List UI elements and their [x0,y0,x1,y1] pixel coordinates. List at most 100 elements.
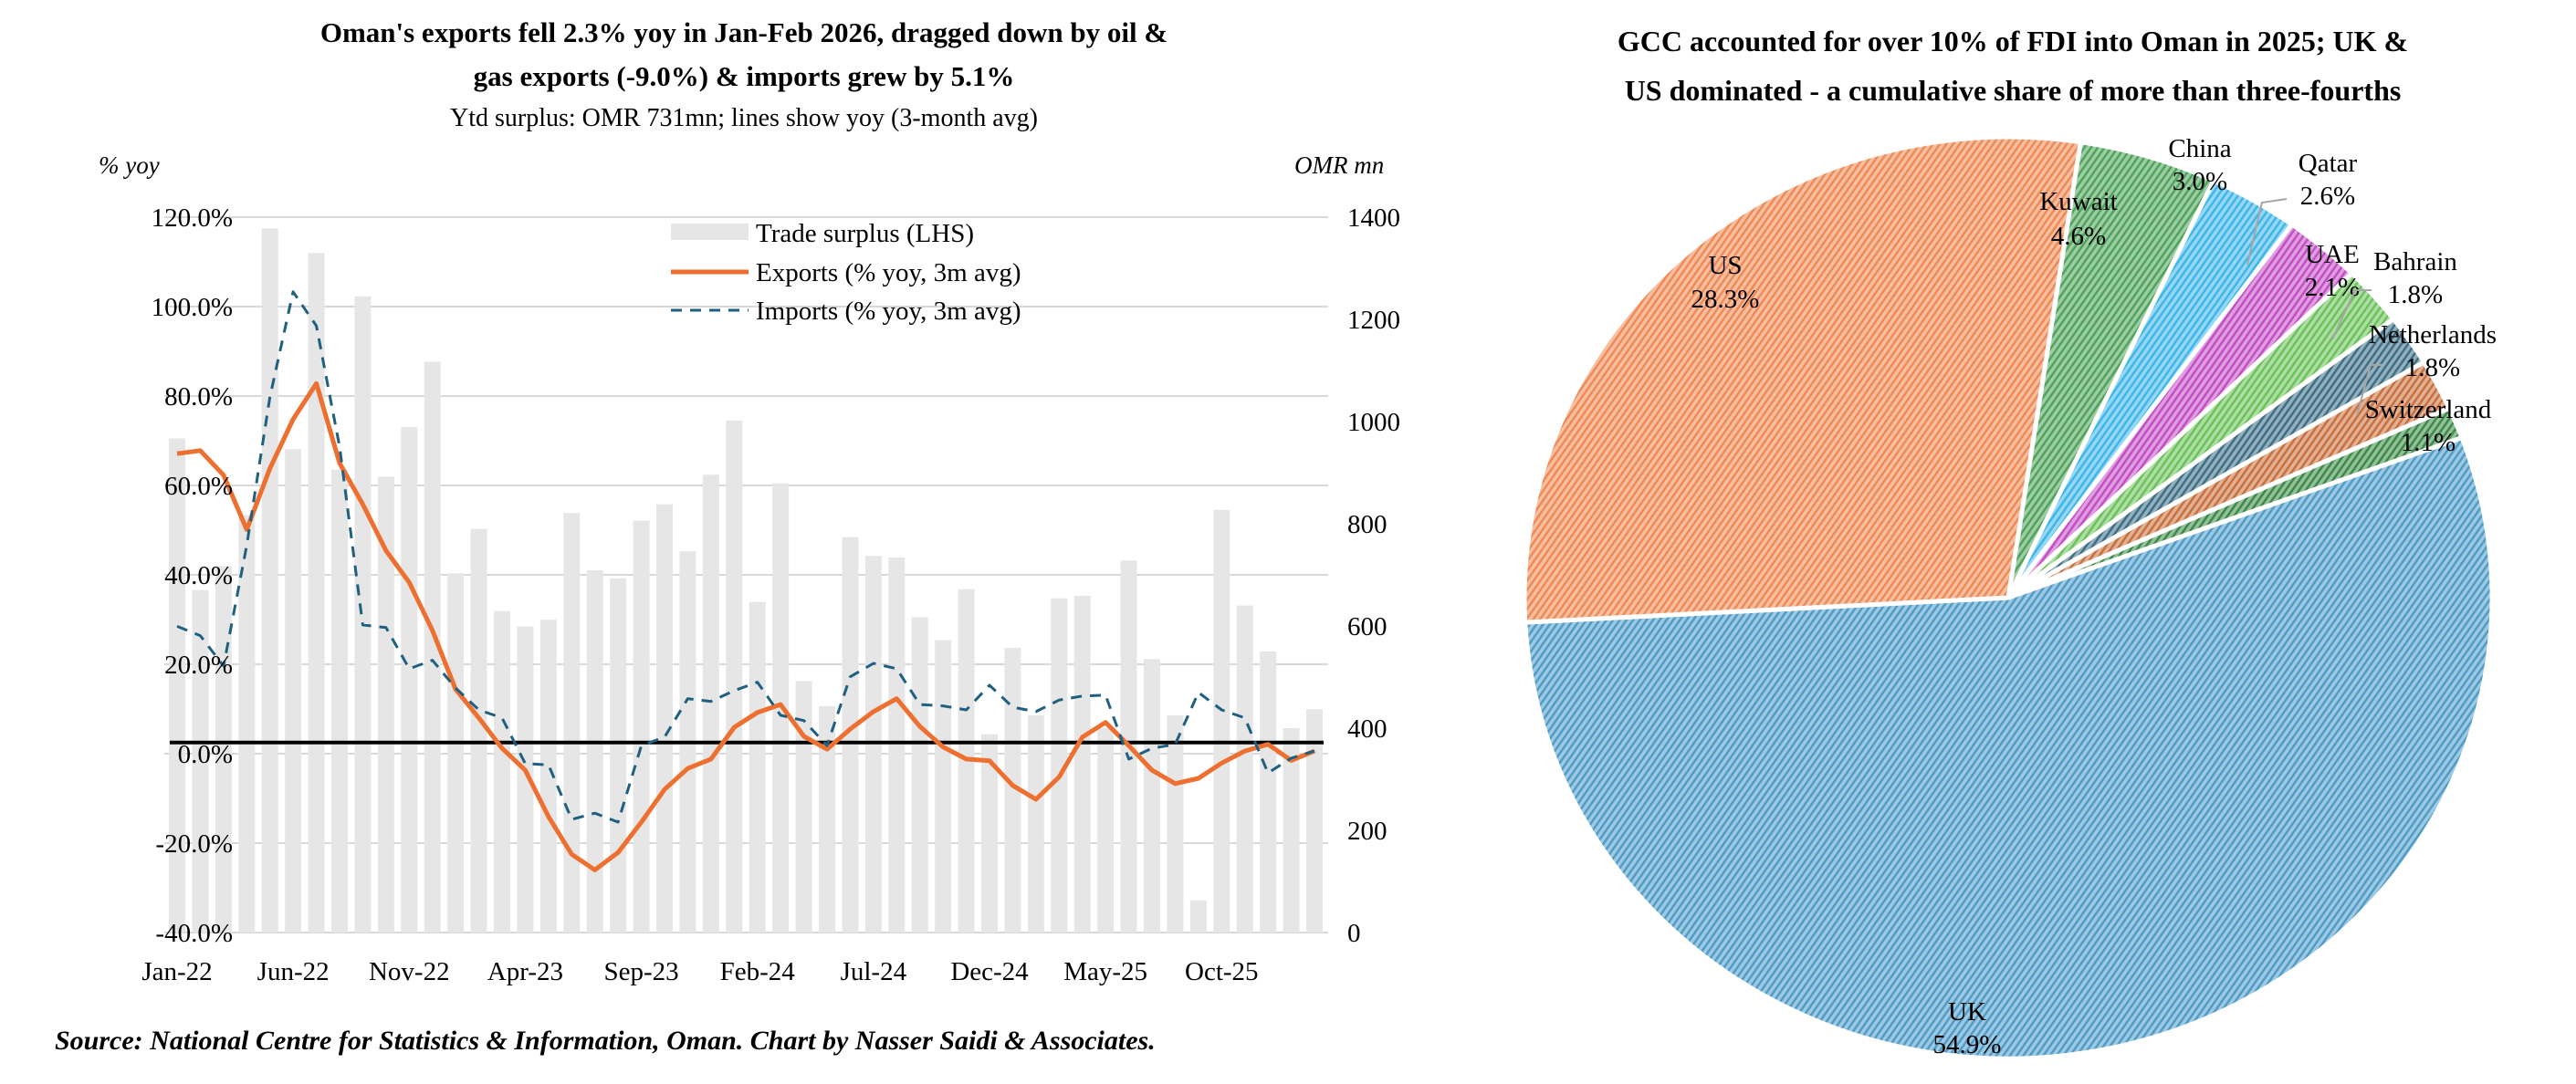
pie-label-value: 2.6% [2300,182,2355,211]
trade-surplus-bar [935,640,952,933]
x-tick-label: Nov-22 [369,957,450,986]
pie-label-name: China [2168,134,2231,163]
left-tick-label: 80.0% [164,382,233,412]
trade-surplus-bar [1073,595,1091,933]
series-lines [176,290,1315,872]
pie-label-value: 28.3% [1691,285,1760,314]
pie-label-name: Qatar [2299,149,2358,178]
legend-label-trade-surplus: Trade surplus (LHS) [756,219,974,248]
trade-surplus-bar [1004,648,1021,933]
trade-surplus-bar [377,476,394,933]
legend-label-exports: Exports (% yoy, 3m avg) [756,258,1021,287]
leader-line [2331,289,2372,340]
trade-surplus-bar [1189,900,1207,933]
leader-line [2246,198,2288,266]
pie-slice-uk [1523,434,2495,1061]
left-tick-label: 120.0% [152,203,233,233]
right-tick-label: 400 [1347,714,1387,744]
legend: Trade surplus (LHS) Exports (% yoy, 3m a… [671,219,1021,326]
trade-surplus-bar [911,617,928,933]
left-tick-label: 100.0% [152,293,233,322]
pie-label-value: 1.8% [2405,353,2460,382]
x-tick-label: Dec-24 [950,957,1029,986]
x-tick-label: Oct-25 [1185,957,1259,986]
left-tick-label: 60.0% [164,472,233,501]
left-axis-ticks: 120.0% 100.0% 80.0% 60.0% 40.0% 20.0% 0.0% -20.… [152,203,233,948]
x-tick-label: Jul-24 [841,957,907,986]
left-tick-label: 40.0% [164,561,233,590]
right-tick-label: 1400 [1347,203,1400,233]
left-chart-title-line1: Oman's exports fell 2.3% yoy in Jan-Feb … [320,16,1168,48]
exports-line [176,380,1315,872]
trade-surplus-bars [169,228,1323,933]
trade-surplus-bar [331,469,348,933]
trade-surplus-bar [261,228,278,933]
trade-surplus-bar [354,296,372,933]
pie-label-name: US [1708,251,1742,280]
trade-surplus-bar [401,427,418,933]
x-tick-label: Sep-23 [603,957,678,986]
trade-surplus-bar [610,578,627,933]
trade-surplus-bar [1306,709,1323,933]
right-chart-title-line2: US dominated - a cumulative share of mor… [1625,74,2402,107]
pie-label-value: 4.6% [2051,222,2106,251]
trade-surplus-bar [563,513,581,933]
source-note: Source: National Centre for Statistics &… [55,1026,1156,1056]
pie-label-name: Kuwait [2039,187,2117,216]
trade-surplus-bar [1236,605,1253,933]
x-tick-label: Apr-23 [487,957,563,986]
right-tick-label: 1000 [1347,408,1400,437]
trade-surplus-bar [888,557,906,933]
pie-label-name: Netherlands [2369,320,2497,349]
pie-label-value: 1.1% [2401,428,2456,457]
pie-label-name: Switzerland [2365,395,2492,424]
trade-surplus-bar [215,566,232,933]
left-tick-label: -40.0% [155,919,233,948]
pie-label-value: 3.0% [2173,167,2227,196]
right-tick-label: 0 [1347,919,1361,948]
trade-surplus-bar [819,705,835,933]
pie-label-value: 54.9% [1933,1030,2002,1059]
right-tick-label: 200 [1347,817,1387,846]
trade-surplus-bar [539,620,557,933]
left-chart-subtitle: Ytd surplus: OMR 731mn; lines show yoy (… [450,104,1038,132]
trade-surplus-bar [238,515,256,933]
trade-surplus-bar [1027,715,1044,933]
left-tick-label: 0.0% [178,740,233,769]
trade-surplus-bar [494,610,510,933]
x-tick-label: Jun-22 [257,957,330,986]
trade-surplus-bar [517,626,534,933]
trade-surplus-bar [726,420,743,933]
trade-surplus-bar [842,537,859,933]
pie-label-name: UAE [2305,240,2360,269]
x-tick-label: Feb-24 [720,957,796,986]
trade-surplus-bar [749,601,766,933]
trade-surplus-bar [1051,598,1068,933]
right-tick-label: 800 [1347,510,1387,539]
right-axis-ticks: 1400 1200 1000 800 600 400 200 0 [1347,203,1400,948]
trade-surplus-bar [308,253,325,933]
trade-surplus-bar [169,438,185,933]
trade-surplus-bar [192,589,209,933]
pie-label-name: UK [1948,997,1986,1027]
right-tick-label: 600 [1347,612,1387,641]
left-chart-title-line2: gas exports (-9.0%) & imports grew by 5.… [474,60,1015,92]
trade-surplus-bar [1260,651,1277,933]
pie-label-name: Bahrain [2373,247,2457,276]
trade-surplus-bar [1283,728,1300,933]
leader-line [2356,364,2382,416]
fdi-pie-chart [1522,134,2495,1061]
legend-swatch-trade-surplus [671,224,749,240]
x-tick-label: Jan-22 [141,957,212,986]
trade-surplus-bar [633,520,650,933]
right-chart-title-line1: GCC accounted for over 10% of FDI into O… [1618,25,2408,57]
left-tick-label: -20.0% [155,829,233,859]
pie-label-value: 1.8% [2388,280,2443,309]
pie-labels: Kuwait 4.6% China 3.0% Qatar 2.6% UAE 2.1% Bahra… [1691,134,2497,1059]
trade-surplus-bar [656,504,673,933]
legend-label-imports: Imports (% yoy, 3m avg) [756,297,1021,326]
trade-surplus-bar [470,528,487,933]
trade-surplus-bar [285,449,302,933]
imports-line [176,290,1315,824]
